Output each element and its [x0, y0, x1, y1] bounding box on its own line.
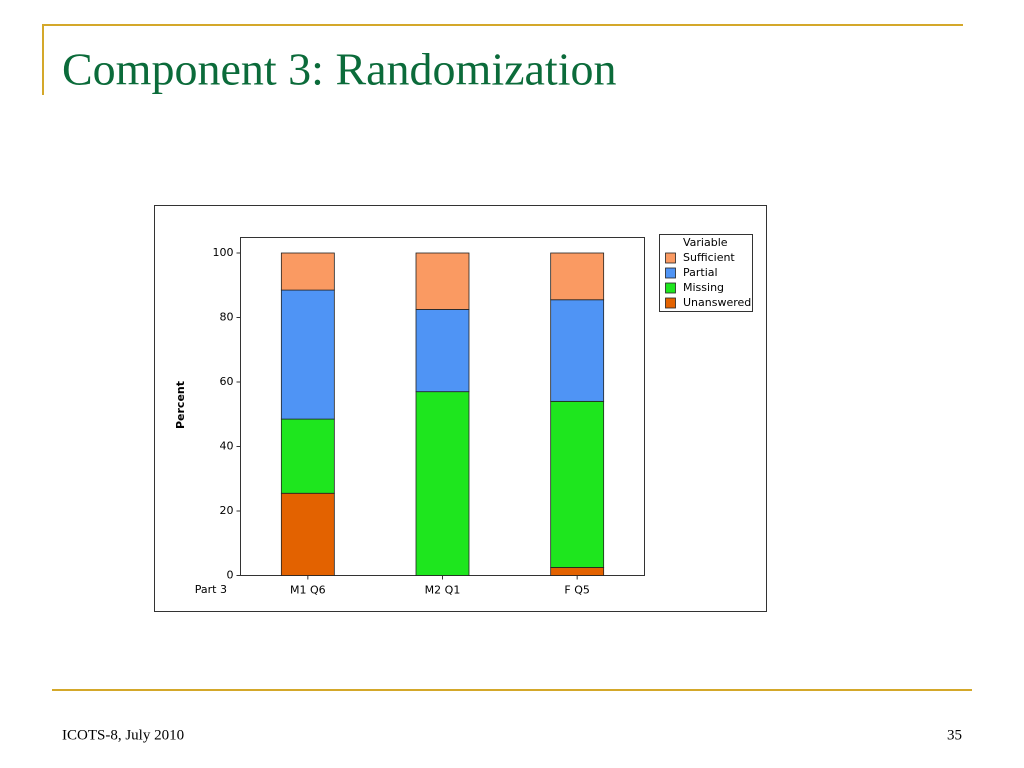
bar-segment	[415, 391, 470, 576]
y-tick-label: 40	[220, 440, 234, 453]
x-tick-label: M1 Q6	[290, 584, 326, 597]
legend-label: Unanswered	[683, 296, 751, 309]
y-tick-label: 100	[213, 246, 234, 259]
y-tick-label: 80	[220, 311, 234, 324]
legend-swatch	[665, 267, 676, 279]
page-number: 35	[947, 727, 962, 743]
bar-segment	[550, 567, 605, 576]
x-tick-label: F Q5	[564, 584, 589, 597]
legend-swatch	[665, 252, 676, 264]
bar-segment	[550, 400, 605, 568]
bar-segment	[280, 252, 335, 291]
footer: ICOTS-8, July 2010	[62, 727, 184, 743]
slide-title: Component 3: Randomization	[62, 44, 617, 95]
y-tick-label: 20	[220, 504, 234, 517]
bar-segment	[550, 252, 605, 301]
bar-segment	[550, 299, 605, 402]
legend-label: Partial	[683, 266, 718, 279]
bar-segment	[280, 492, 335, 576]
legend-label: Missing	[683, 281, 724, 294]
legend-swatch	[665, 282, 676, 294]
bar-segment	[415, 309, 470, 393]
y-tick-label: 0	[227, 569, 234, 582]
y-axis-label: Percent	[174, 381, 187, 429]
x-tick-label: M2 Q1	[425, 584, 461, 597]
legend-title: Variable	[683, 236, 728, 249]
bar-segment	[415, 252, 470, 310]
legend-swatch	[665, 297, 676, 309]
y-tick-label: 60	[220, 375, 234, 388]
bar-segment	[280, 418, 335, 494]
legend-label: Sufficient	[683, 251, 735, 264]
x-group-label: Part 3	[195, 583, 227, 596]
bar-segment	[280, 289, 335, 420]
